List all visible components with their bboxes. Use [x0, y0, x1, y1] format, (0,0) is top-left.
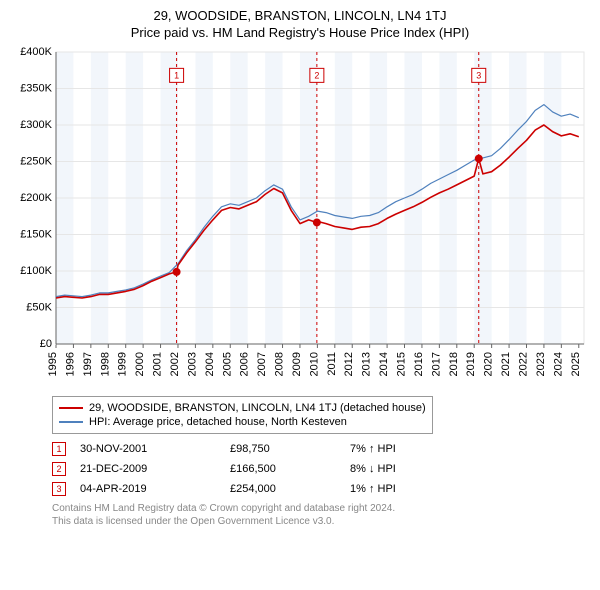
svg-text:3: 3 [476, 70, 481, 80]
event-date: 04-APR-2019 [80, 483, 230, 495]
event-price: £98,750 [230, 443, 350, 455]
event-badge: 3 [52, 482, 66, 496]
svg-text:2020: 2020 [483, 352, 495, 376]
event-price: £166,500 [230, 463, 350, 475]
event-badge: 2 [52, 462, 66, 476]
page-title: 29, WOODSIDE, BRANSTON, LINCOLN, LN4 1TJ [12, 8, 588, 23]
legend-item: 29, WOODSIDE, BRANSTON, LINCOLN, LN4 1TJ… [59, 401, 426, 415]
legend-swatch [59, 407, 83, 409]
event-row: 2 21-DEC-2009£166,5008% ↓ HPI [52, 462, 588, 476]
svg-text:£400K: £400K [20, 46, 52, 58]
svg-text:2018: 2018 [448, 352, 460, 376]
event-delta: 8% ↓ HPI [350, 463, 396, 475]
event-delta: 1% ↑ HPI [350, 483, 396, 495]
svg-text:£250K: £250K [20, 156, 52, 168]
svg-text:2000: 2000 [134, 352, 146, 376]
svg-text:£50K: £50K [26, 302, 52, 314]
attribution-line1: Contains HM Land Registry data © Crown c… [52, 502, 588, 515]
svg-text:2001: 2001 [152, 352, 164, 376]
svg-text:2021: 2021 [500, 352, 512, 376]
svg-text:2012: 2012 [343, 352, 355, 376]
svg-text:1999: 1999 [117, 352, 129, 376]
svg-text:2005: 2005 [221, 352, 233, 376]
svg-text:£150K: £150K [20, 229, 52, 241]
legend-swatch [59, 421, 83, 423]
svg-text:2008: 2008 [274, 352, 286, 376]
svg-text:2015: 2015 [396, 352, 408, 376]
svg-text:2006: 2006 [239, 352, 251, 376]
svg-text:1995: 1995 [47, 352, 59, 376]
svg-text:2010: 2010 [308, 352, 320, 376]
svg-text:2004: 2004 [204, 352, 216, 376]
svg-text:2: 2 [314, 70, 319, 80]
svg-text:1998: 1998 [99, 352, 111, 376]
svg-text:2013: 2013 [361, 352, 373, 376]
svg-text:£200K: £200K [20, 192, 52, 204]
svg-text:2023: 2023 [535, 352, 547, 376]
attribution-line2: This data is licensed under the Open Gov… [52, 515, 588, 528]
event-badge: 1 [52, 442, 66, 456]
svg-text:2014: 2014 [378, 352, 390, 376]
svg-text:2016: 2016 [413, 352, 425, 376]
svg-text:1996: 1996 [64, 352, 76, 376]
price-chart: £0 £50K £100K £150K £200K £250K £300K £350K £400… [12, 46, 588, 386]
event-price: £254,000 [230, 483, 350, 495]
svg-text:£100K: £100K [20, 265, 52, 277]
svg-text:2022: 2022 [517, 352, 529, 376]
svg-text:2011: 2011 [326, 352, 338, 376]
svg-text:2007: 2007 [256, 352, 268, 376]
svg-text:2017: 2017 [430, 352, 442, 376]
event-delta: 7% ↑ HPI [350, 443, 396, 455]
legend-label: 29, WOODSIDE, BRANSTON, LINCOLN, LN4 1TJ… [89, 401, 426, 415]
chart-svg: £0 £50K £100K £150K £200K £250K £300K £350K £400… [12, 46, 588, 386]
svg-text:£300K: £300K [20, 119, 52, 131]
legend-label: HPI: Average price, detached house, Nort… [89, 415, 347, 429]
svg-text:2002: 2002 [169, 352, 181, 376]
svg-text:£0: £0 [40, 338, 52, 350]
event-date: 30-NOV-2001 [80, 443, 230, 455]
svg-text:2024: 2024 [552, 352, 564, 376]
event-list: 1 30-NOV-2001£98,7507% ↑ HPI 2 21-DEC-2009£… [52, 442, 588, 496]
page-subtitle: Price paid vs. HM Land Registry's House … [12, 25, 588, 40]
svg-text:2003: 2003 [186, 352, 198, 376]
svg-text:1: 1 [174, 70, 179, 80]
svg-text:2025: 2025 [570, 352, 582, 376]
event-row: 1 30-NOV-2001£98,7507% ↑ HPI [52, 442, 588, 456]
event-row: 3 04-APR-2019£254,0001% ↑ HPI [52, 482, 588, 496]
attribution: Contains HM Land Registry data © Crown c… [52, 502, 588, 528]
svg-text:£350K: £350K [20, 83, 52, 95]
legend: 29, WOODSIDE, BRANSTON, LINCOLN, LN4 1TJ… [52, 396, 433, 434]
svg-text:1997: 1997 [82, 352, 94, 376]
svg-text:2009: 2009 [291, 352, 303, 376]
legend-item: HPI: Average price, detached house, Nort… [59, 415, 426, 429]
svg-text:2019: 2019 [465, 352, 477, 376]
event-date: 21-DEC-2009 [80, 463, 230, 475]
